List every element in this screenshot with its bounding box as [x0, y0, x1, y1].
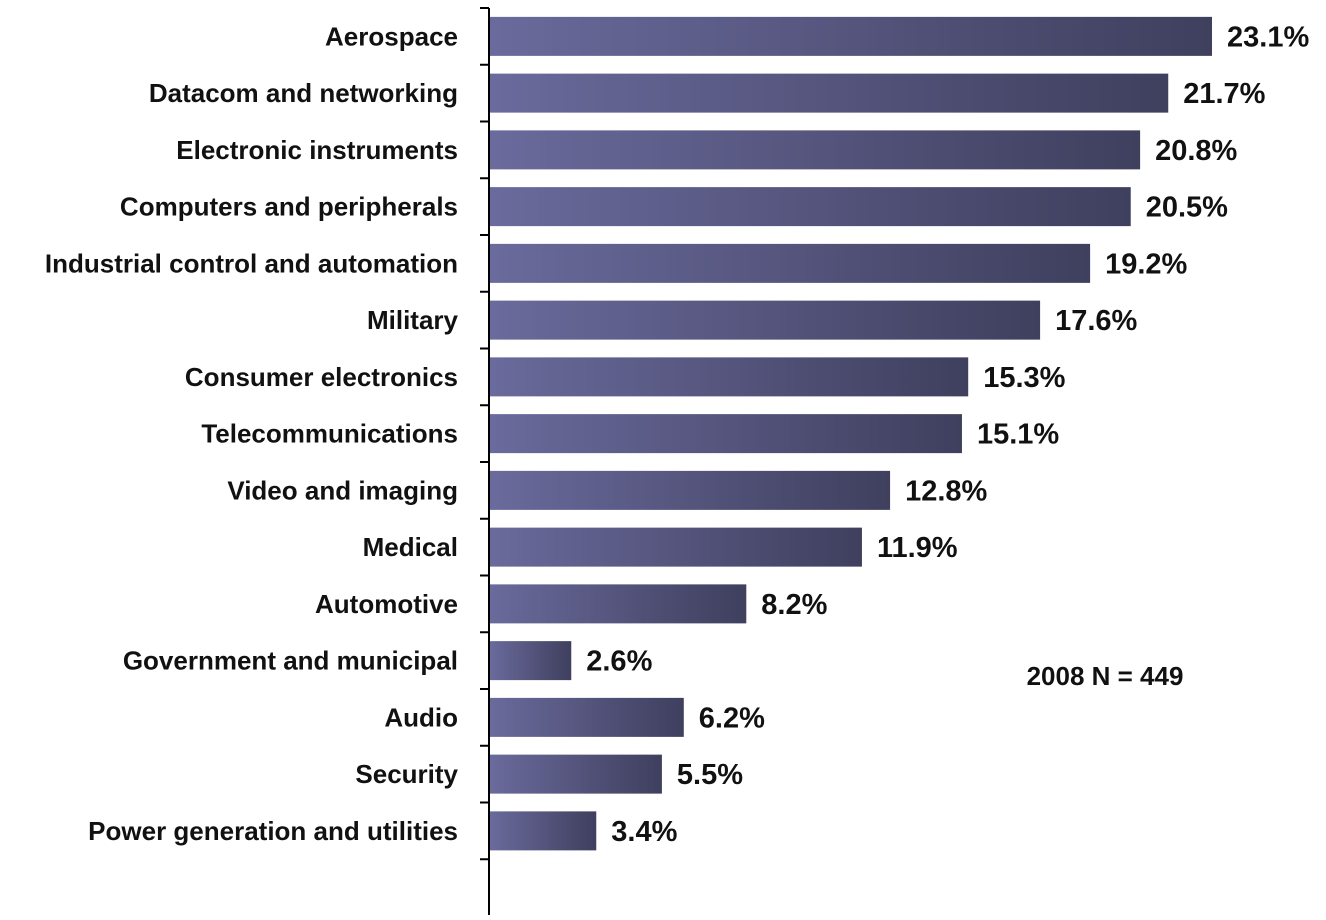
category-label: Aerospace — [325, 21, 458, 51]
value-label: 20.8% — [1155, 135, 1237, 167]
bar — [490, 300, 1041, 340]
sample-size-annotation: 2008 N = 449 — [1027, 661, 1184, 691]
value-label: 12.8% — [905, 475, 987, 507]
value-label: 3.4% — [611, 816, 677, 848]
value-label: 19.2% — [1105, 248, 1187, 280]
bar — [490, 697, 684, 737]
value-label: 8.2% — [761, 589, 827, 621]
bar — [490, 130, 1141, 170]
bar — [490, 243, 1091, 283]
category-label: Military — [367, 305, 459, 335]
category-label: Electronic instruments — [176, 135, 458, 165]
category-label: Security — [355, 759, 458, 789]
labels-layer: Aerospace 23.1% Datacom and networking 21.7… — [45, 21, 1310, 848]
category-label: Industrial control and automation — [45, 248, 458, 278]
value-label: 15.3% — [983, 362, 1065, 394]
value-label: 21.7% — [1183, 78, 1265, 110]
category-label: Medical — [363, 532, 458, 562]
bar — [490, 73, 1169, 113]
value-label: 5.5% — [677, 759, 743, 791]
bar — [490, 584, 747, 624]
value-label: 23.1% — [1227, 21, 1309, 53]
bar — [490, 811, 597, 851]
category-label: Computers and peripherals — [120, 192, 458, 222]
category-label: Automotive — [315, 589, 458, 619]
category-label: Audio — [384, 702, 458, 732]
value-label: 17.6% — [1055, 305, 1137, 337]
bar — [490, 187, 1131, 227]
value-label: 2.6% — [586, 646, 652, 678]
category-label: Datacom and networking — [149, 78, 458, 108]
value-label: 20.5% — [1146, 192, 1228, 224]
category-label: Power generation and utilities — [88, 816, 458, 846]
value-label: 11.9% — [877, 532, 958, 564]
category-label: Government and municipal — [123, 646, 458, 676]
bar — [490, 754, 662, 794]
bar — [490, 16, 1212, 56]
category-label: Video and imaging — [227, 475, 458, 505]
bars-layer — [490, 16, 1212, 851]
bar — [490, 470, 891, 510]
bar — [490, 414, 962, 454]
bar — [490, 527, 862, 567]
value-label: 15.1% — [977, 419, 1059, 451]
y-axis — [480, 7, 490, 915]
category-label: Telecommunications — [201, 419, 458, 449]
value-label: 6.2% — [699, 702, 765, 734]
bar — [490, 357, 969, 397]
category-label: Consumer electronics — [185, 362, 458, 392]
bar — [490, 641, 572, 681]
